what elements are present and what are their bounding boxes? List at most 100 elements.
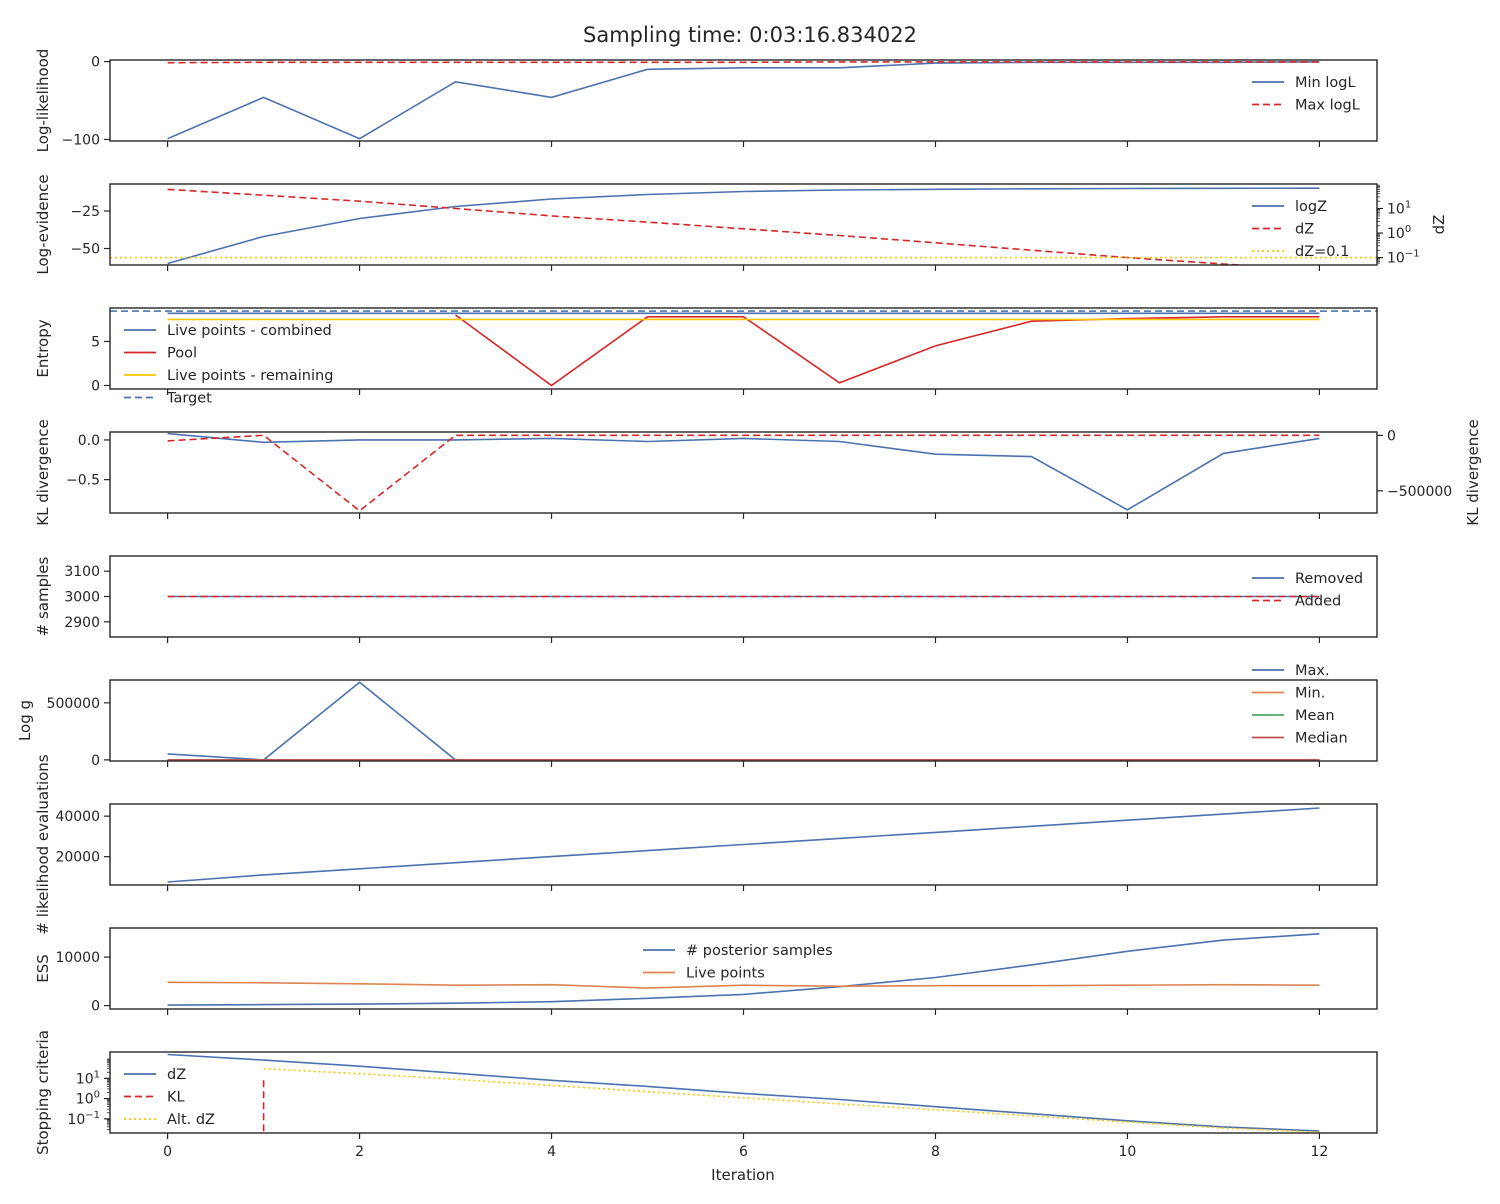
- y-tick-label: −100: [62, 132, 100, 148]
- legend-label: Live points - combined: [167, 323, 332, 339]
- panel-8: 10000 0 ESS # posterior samples Live points: [34, 927, 1378, 1015]
- legend: logZ dZ dZ=0.1: [1252, 199, 1349, 260]
- y-tick-label: 20000: [55, 850, 100, 866]
- y-tick-label: 101: [76, 1069, 100, 1087]
- y-tick-label: 10000: [55, 950, 100, 966]
- legend-label: dZ: [167, 1067, 186, 1083]
- series-line-live-points: [167, 981, 1320, 989]
- y-tick-label: 0: [91, 999, 100, 1015]
- panel-7: 40000 20000# likelihood evaluations: [34, 754, 1378, 935]
- series-line-alt-dz: [263, 1067, 1320, 1133]
- panel-frame: [109, 431, 1378, 514]
- legend: Removed Added: [1252, 571, 1363, 610]
- y-axis-label: KL divergence: [34, 419, 52, 525]
- y-axis-label: Entropy: [34, 319, 52, 377]
- legend: Live points - combined Pool Live points - …: [124, 323, 333, 407]
- x-axis-label: Iteration: [711, 1166, 775, 1184]
- y-tick-label: 2900: [64, 615, 100, 631]
- panel-4: 0.0 −0.5 KL divergence 0 −500000 KL divergenc…: [34, 419, 1482, 525]
- legend-label: Median: [1295, 731, 1348, 747]
- legend-label: Alt. dZ: [167, 1112, 215, 1128]
- y-tick-label: −25: [70, 204, 100, 220]
- y2-axis-label: dZ: [1430, 215, 1448, 235]
- series-line-max-logl: [167, 61, 1320, 64]
- panel-1: 0 −100 Log-likelihood Min logL Max logL: [34, 49, 1378, 153]
- y-tick-label: 40000: [55, 809, 100, 825]
- y-tick-label: 0: [91, 753, 100, 769]
- y-tick-label: 3100: [64, 564, 100, 580]
- legend: dZ KL Alt. dZ: [124, 1067, 215, 1128]
- legend: Max. Min. Mean Median: [1252, 663, 1348, 747]
- legend-label: # posterior samples: [686, 943, 833, 959]
- legend-label: Removed: [1295, 571, 1363, 587]
- legend-label: Min.: [1295, 686, 1325, 702]
- y-tick-label: 0: [91, 378, 100, 394]
- legend: Min logL Max logL: [1252, 75, 1360, 114]
- series-line-dz: [167, 188, 1251, 265]
- y2-axis-label: KL divergence: [1464, 419, 1482, 525]
- y-axis-label: Stopping criteria: [34, 1030, 52, 1155]
- y-tick-label: 0.0: [78, 433, 100, 449]
- panel-frame: [109, 679, 1378, 762]
- legend-label: Live points - remaining: [167, 368, 333, 384]
- legend-label: dZ=0.1: [1295, 244, 1349, 260]
- panel-frame: [109, 183, 1378, 266]
- x-tick-label: 4: [547, 1144, 556, 1160]
- series-line-series-2: [167, 434, 1320, 512]
- series-line-dz: [167, 1053, 1320, 1132]
- legend-label: Target: [166, 391, 212, 407]
- legend-label: dZ: [1295, 222, 1314, 238]
- figure-title: Sampling time: 0:03:16.834022: [583, 23, 917, 47]
- y-tick-label: −50: [70, 242, 100, 258]
- series-line-logz: [167, 187, 1320, 265]
- y-axis-label: Log g: [16, 700, 34, 741]
- y-tick-label: 10−1: [67, 1110, 100, 1128]
- x-tick-label: 8: [931, 1144, 940, 1160]
- y2-tick-label: 0: [1387, 428, 1396, 444]
- y2-tick-label: 10−1: [1387, 249, 1420, 267]
- y-tick-label: 0: [91, 55, 100, 71]
- legend: # posterior samples Live points: [643, 943, 833, 982]
- series-line-min-logl: [167, 61, 1320, 140]
- legend-label: KL: [167, 1090, 185, 1106]
- x-tick-label: 2: [355, 1144, 364, 1160]
- y-tick-label: 5: [91, 334, 100, 350]
- y-tick-label: 3000: [64, 590, 100, 606]
- series-line-max-: [167, 681, 1320, 761]
- legend-label: Max logL: [1295, 98, 1360, 114]
- series-line-pool: [455, 314, 1320, 387]
- panel-5: 3100 3000 2900 # samples Removed Added: [34, 555, 1378, 643]
- series-line-series-1: [167, 807, 1320, 883]
- y-axis-label: # likelihood evaluations: [34, 754, 52, 934]
- panel-2: −25 −50 Log-evidence 101 100 10−1 dZ logZ dZ dZ=0…: [34, 174, 1448, 274]
- y-axis-label: Log-evidence: [34, 174, 52, 274]
- series-line-series-1: [167, 432, 1320, 511]
- legend-label: Mean: [1295, 708, 1335, 724]
- x-tick-label: 10: [1119, 1144, 1137, 1160]
- panel-9: 101 100 10−1 Stopping criteria 0 2 4 6 8 10 12 dZ KL…: [34, 1030, 1378, 1160]
- legend-label: Live points: [686, 966, 765, 982]
- y-tick-label: 500000: [47, 696, 100, 712]
- y-axis-label: Log-likelihood: [34, 49, 52, 153]
- legend-label: Pool: [167, 346, 197, 362]
- y2-tick-label: 101: [1387, 200, 1411, 218]
- series-line--posterior-samples: [167, 933, 1320, 1006]
- panel-6: 500000 0 Log g Max. Min. Mean Median: [16, 663, 1378, 769]
- panel-frame: [109, 59, 1378, 142]
- x-tick-label: 0: [163, 1144, 172, 1160]
- y2-tick-label: 100: [1387, 224, 1411, 242]
- y-axis-label: ESS: [34, 954, 52, 983]
- legend-label: Max.: [1295, 663, 1330, 679]
- legend-label: Min logL: [1295, 75, 1356, 91]
- x-tick-label: 6: [739, 1144, 748, 1160]
- legend-label: logZ: [1295, 199, 1327, 215]
- panel-frame: [109, 1051, 1378, 1134]
- y-tick-label: −0.5: [66, 473, 100, 489]
- legend-label: Added: [1295, 594, 1341, 610]
- x-tick-label: 12: [1310, 1144, 1328, 1160]
- y-tick-label: 100: [76, 1090, 100, 1108]
- y2-tick-label: −500000: [1387, 484, 1452, 500]
